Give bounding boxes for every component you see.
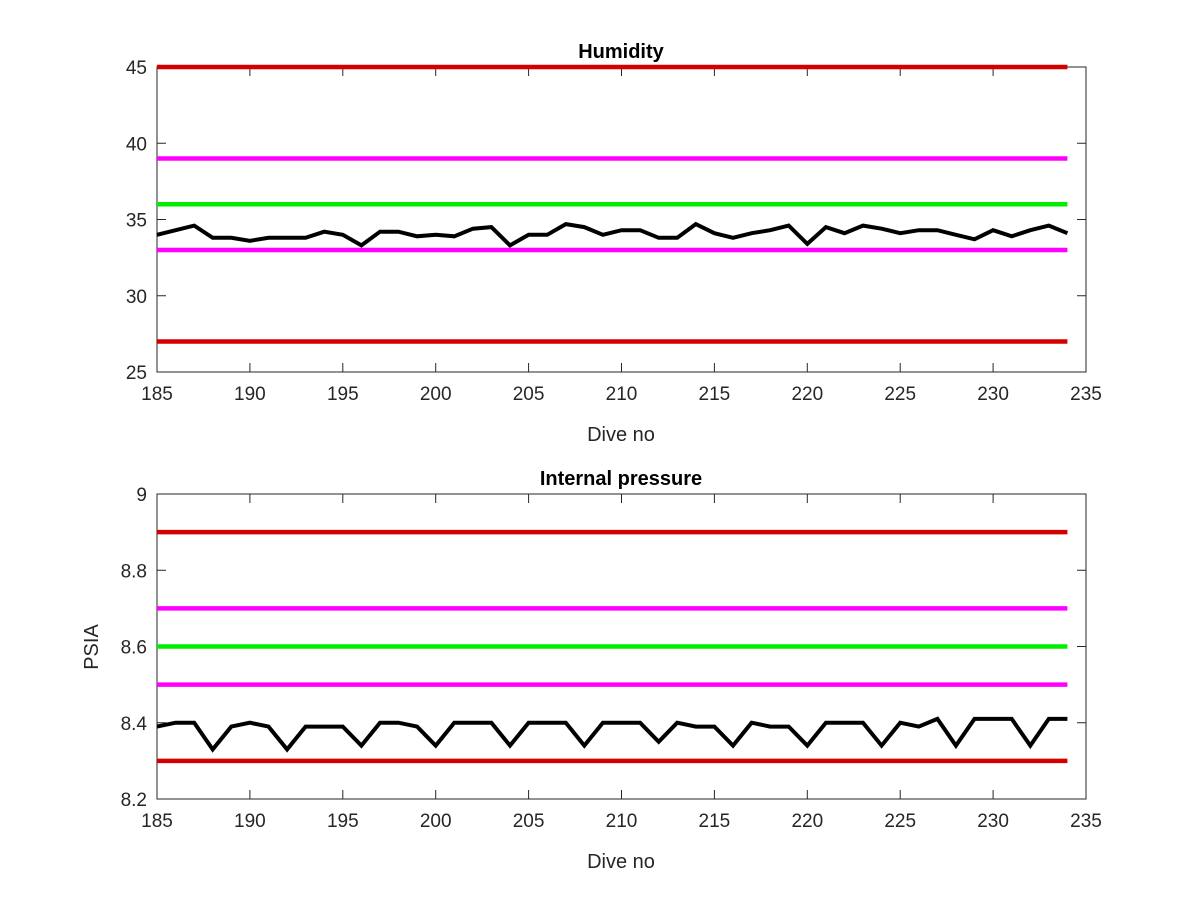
- x-axis-label: Dive no: [587, 851, 655, 873]
- x-tick-label: 220: [791, 384, 823, 405]
- y-tick-label: 8.4: [121, 714, 148, 735]
- x-tick-label: 220: [791, 811, 823, 832]
- x-tick-label: 200: [420, 811, 452, 832]
- humidity-subplot: Humidity Dive no 185 190 195 200 205 210 215 22…: [126, 41, 1102, 446]
- x-tick-label: 230: [977, 384, 1009, 405]
- x-tick-label: 205: [513, 811, 545, 832]
- x-tick-label: 205: [513, 384, 545, 405]
- y-tick-label: 9: [136, 485, 147, 506]
- x-tick-label: 210: [606, 384, 638, 405]
- chart-title: Humidity: [578, 41, 664, 63]
- x-tick-label: 225: [884, 811, 916, 832]
- x-tick-label: 185: [141, 811, 173, 832]
- x-tick-label: 195: [327, 384, 359, 405]
- y-tick-label: 8.6: [121, 638, 147, 659]
- x-tick-label: 235: [1070, 811, 1102, 832]
- x-tick-label: 215: [699, 384, 731, 405]
- data-series-line: [156, 221, 1069, 248]
- y-tick-label: 8.2: [121, 790, 147, 811]
- x-tick-label: 195: [327, 811, 359, 832]
- x-tick-label: 190: [234, 384, 266, 405]
- y-axis-label: PSIA: [81, 624, 103, 670]
- y-tick-label: 30: [126, 287, 147, 308]
- internal-pressure-subplot: Internal pressure Dive no PSIA 185 190 195…: [81, 468, 1102, 873]
- x-tick-label: 190: [234, 811, 266, 832]
- x-tick-label: 225: [884, 384, 916, 405]
- x-tick-label: 200: [420, 384, 452, 405]
- x-tick-label: 235: [1070, 384, 1102, 405]
- x-tick-label: 210: [606, 811, 638, 832]
- y-tick-label: 45: [126, 58, 147, 79]
- y-tick-label: 25: [126, 363, 147, 384]
- x-tick-label: 230: [977, 811, 1009, 832]
- x-axis-label: Dive no: [587, 424, 655, 446]
- x-tick-label: 215: [699, 811, 731, 832]
- chart-title: Internal pressure: [540, 468, 702, 490]
- x-tick-label: 185: [141, 384, 173, 405]
- data-series-line: [156, 716, 1068, 753]
- y-tick-label: 8.8: [121, 561, 147, 582]
- y-tick-label: 40: [126, 134, 147, 155]
- y-tick-label: 35: [126, 211, 147, 232]
